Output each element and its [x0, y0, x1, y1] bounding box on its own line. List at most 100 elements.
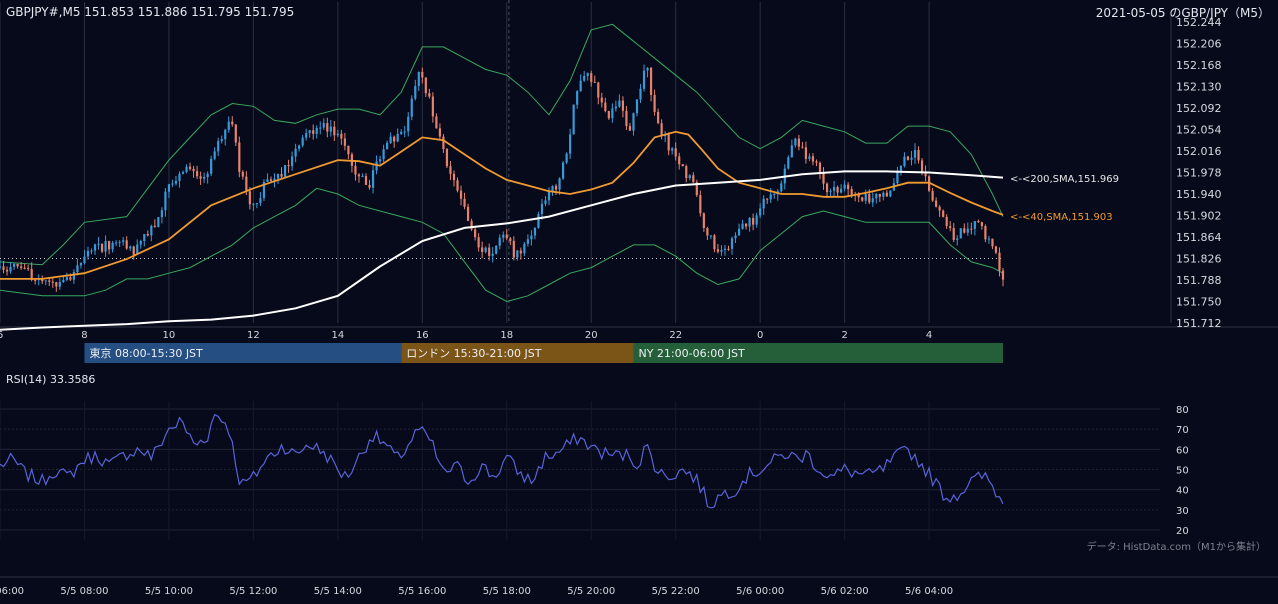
candle-body — [706, 227, 709, 236]
candle-body — [815, 161, 818, 163]
candle-body — [231, 121, 234, 125]
candle-body — [259, 198, 262, 204]
candle-body — [942, 210, 945, 217]
candle-body — [970, 228, 973, 230]
candle-body — [20, 266, 23, 268]
candle-body — [174, 180, 178, 184]
candle-body — [41, 279, 44, 282]
candle-body — [509, 238, 512, 241]
candle-body — [308, 130, 311, 134]
candle-body — [164, 191, 167, 211]
candle-body — [565, 153, 568, 163]
candle-body — [0, 266, 2, 268]
candle-body — [312, 130, 315, 134]
candle-body — [498, 237, 501, 246]
candle-body — [906, 156, 910, 160]
candle-body — [702, 213, 705, 228]
candle-body — [421, 71, 424, 78]
candle-body — [431, 96, 434, 117]
candle-body — [269, 179, 273, 181]
candle-body — [977, 221, 980, 223]
candle-body — [407, 116, 410, 132]
candle-body — [579, 80, 582, 92]
candle-body — [262, 181, 266, 199]
price-y-tick-label: 152.016 — [1176, 145, 1222, 158]
candle-body — [393, 136, 396, 142]
candle-body — [572, 104, 575, 135]
candle-body — [463, 198, 466, 207]
candle-body — [811, 156, 815, 162]
candle-body — [692, 175, 695, 183]
rsi-x-tick-label: 5/5 18:00 — [483, 586, 531, 597]
candle-body — [688, 175, 691, 179]
candle-body — [442, 136, 445, 150]
price-y-tick-label: 151.788 — [1176, 274, 1222, 287]
candle-body — [537, 214, 540, 228]
rsi-y-tick-label: 60 — [1176, 445, 1189, 456]
candle-body — [2, 266, 5, 270]
candle-body — [466, 206, 470, 221]
candle-body — [34, 279, 37, 281]
candle-body — [678, 156, 681, 165]
price-y-tick-label: 151.940 — [1176, 188, 1222, 201]
candle-body — [748, 217, 751, 227]
candle-body — [963, 228, 966, 233]
price-y-tick-label: 152.206 — [1176, 38, 1222, 51]
candle-body — [685, 166, 688, 179]
candle-body — [491, 253, 494, 256]
candle-body — [924, 172, 927, 177]
candle-body — [607, 110, 610, 119]
session-label: NY 21:00-06:00 JST — [638, 347, 745, 360]
candle-body — [129, 246, 132, 249]
candle-body — [354, 165, 357, 175]
candle-body — [604, 102, 607, 111]
candle-body — [730, 238, 734, 249]
candle-body — [590, 73, 593, 82]
candle-body — [283, 165, 287, 177]
candle-body — [519, 250, 522, 254]
candle-body — [115, 242, 118, 244]
candle-body — [523, 243, 526, 254]
candle-body — [12, 263, 16, 267]
candle-body — [752, 217, 755, 225]
candle-body — [625, 110, 628, 127]
candle-body — [410, 98, 413, 117]
candle-body — [382, 149, 385, 160]
candle-body — [276, 173, 280, 179]
candle-body — [252, 203, 255, 205]
candlesticks — [0, 64, 1005, 292]
candle-body — [495, 245, 498, 254]
bollinger-band-line — [0, 23, 1004, 266]
candle-body — [400, 131, 403, 134]
candle-body — [474, 229, 477, 238]
candle-body — [903, 156, 906, 166]
candle-body — [642, 70, 646, 89]
candle-body — [481, 247, 484, 252]
candle-body — [417, 71, 420, 86]
candle-body — [681, 164, 684, 167]
candle-body — [759, 208, 762, 216]
candle-body — [744, 223, 748, 227]
candle-body — [657, 111, 660, 124]
candle-body — [238, 142, 241, 172]
price-y-tick-label: 152.092 — [1176, 102, 1222, 115]
rsi-y-tick-label: 80 — [1176, 405, 1189, 416]
candle-body — [30, 269, 33, 280]
candle-body — [76, 265, 79, 273]
rsi-x-tick-label: 5/5 20:00 — [567, 586, 615, 597]
rsi-y-tick-label: 70 — [1176, 425, 1189, 436]
candle-body — [635, 99, 639, 114]
candle-body — [818, 162, 822, 174]
price-x-tick-label: 2 — [841, 330, 847, 341]
rsi-panel: 80 70 60 50 40 30 20 5/5 06:00 5/5 08:00 5/5 10:0… — [0, 401, 1278, 597]
candle-body — [994, 246, 998, 253]
candle-body — [773, 194, 776, 196]
price-x-tick-label: 12 — [247, 330, 260, 341]
candle-body — [646, 67, 649, 71]
candle-body — [526, 239, 529, 244]
candle-body — [368, 184, 371, 188]
price-y-tick-label: 151.826 — [1176, 253, 1222, 266]
candle-body — [48, 280, 51, 282]
